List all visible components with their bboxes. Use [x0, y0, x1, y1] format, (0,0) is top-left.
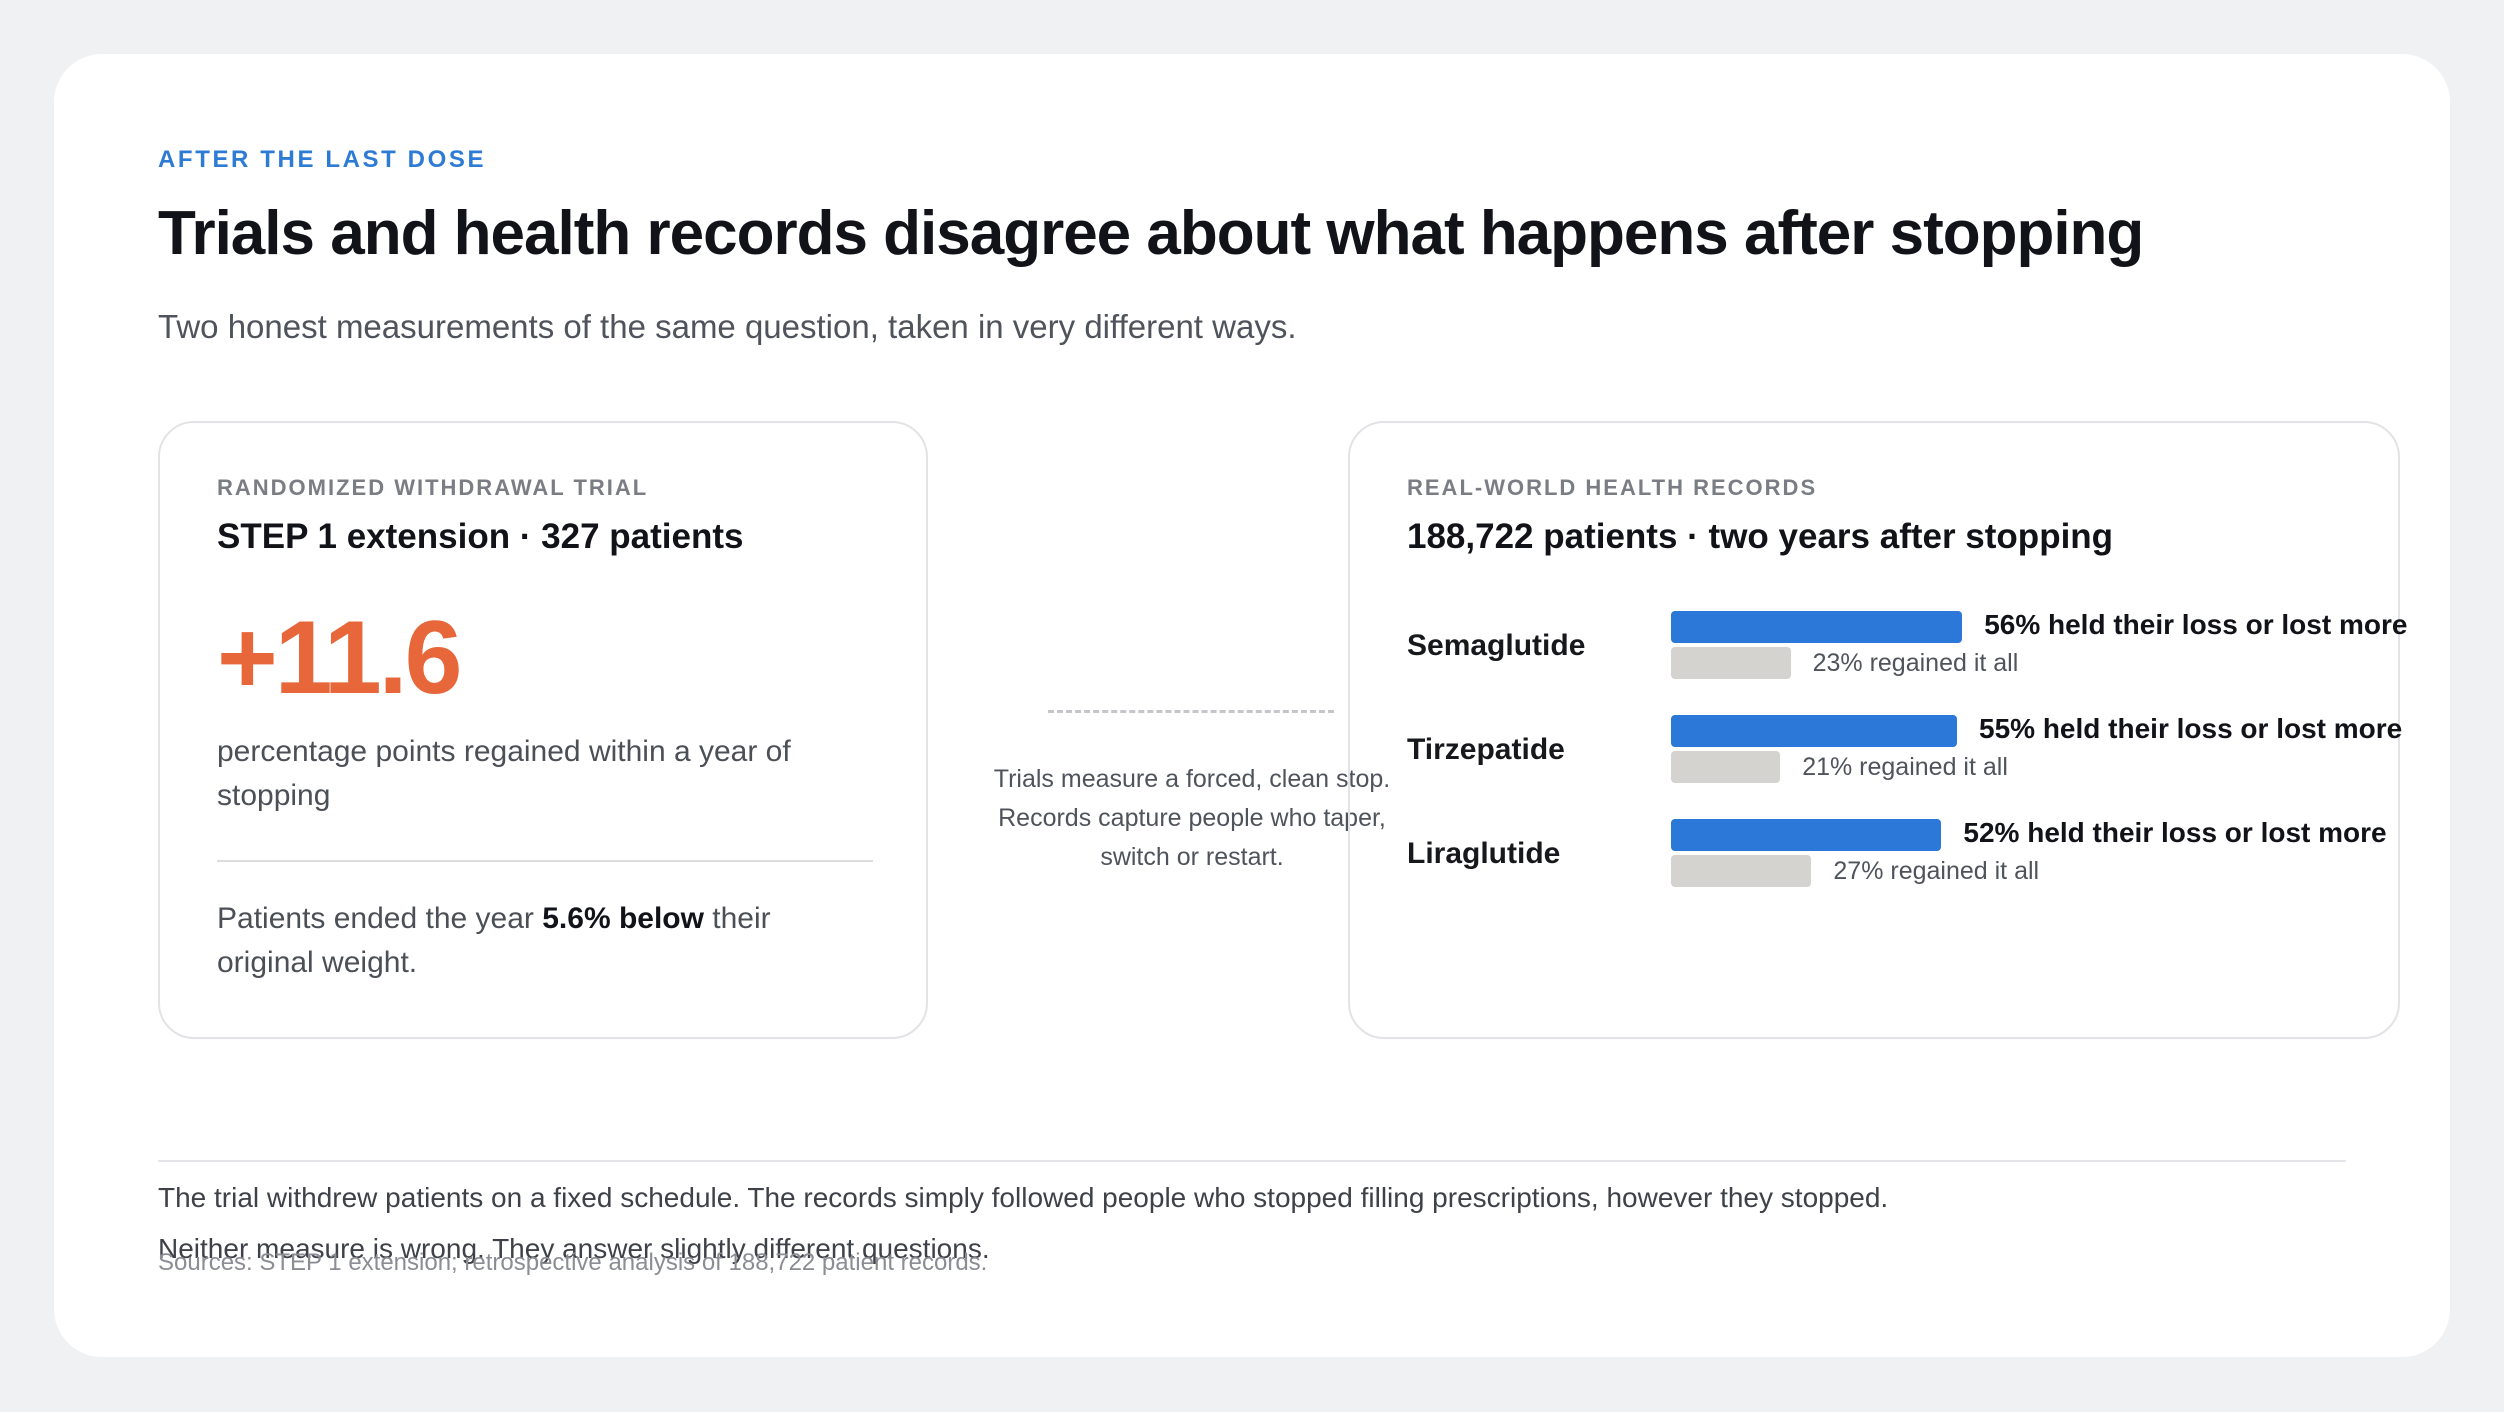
page-subtitle: Two honest measurements of the same ques… [158, 308, 1297, 345]
footer-line-2: Neither measure is wrong. They answer sl… [158, 1233, 990, 1264]
regain-bar [1671, 751, 1781, 783]
regain-label: 27% regained it all [1833, 857, 2040, 885]
held-label: 52% held their loss or lost more [1963, 817, 2387, 848]
held-bar [1671, 611, 1963, 643]
infographic-card: AFTER THE LAST DOSE Trials and health re… [54, 54, 2450, 1357]
trial-panel: RANDOMIZED WITHDRAWAL TRIAL STEP 1 exten… [158, 421, 928, 1039]
trial-note: Patients ended the year 5.6% below their… [217, 897, 857, 985]
footer-line-1: The trial withdrew patients on a fixed s… [158, 1182, 1889, 1213]
regain-stat: +11.6 [217, 600, 462, 716]
records-title: 188,722 patients · two years after stopp… [1407, 517, 2114, 556]
trial-divider [217, 860, 873, 862]
drug-row: Liraglutide 52% held their loss or lost … [1350, 817, 2504, 895]
page-title: Trials and health records disagree about… [158, 199, 2144, 268]
regain-bar [1671, 647, 1791, 679]
held-label: 55% held their loss or lost more [1979, 713, 2403, 744]
records-panel: REAL-WORLD HEALTH RECORDS 188,722 patien… [1348, 421, 2407, 1039]
section-eyebrow: AFTER THE LAST DOSE [158, 146, 487, 173]
regain-stat-caption: percentage points regained within a year… [217, 735, 791, 812]
connector-note: Trials measure a forced, clean stop. Rec… [993, 765, 1391, 871]
regain-label: 21% regained it all [1802, 753, 2008, 781]
records-eyebrow: REAL-WORLD HEALTH RECORDS [1407, 475, 1818, 500]
regain-label: 23% regained it all [1812, 649, 2019, 677]
connector-dashed-line [1048, 710, 1334, 713]
drug-row: Tirzepatide 55% held their loss or lost … [1350, 713, 2504, 791]
held-bar [1671, 715, 1957, 747]
trial-note-suffix: their original weight. [217, 902, 771, 979]
trial-eyebrow: RANDOMIZED WITHDRAWAL TRIAL [217, 475, 649, 500]
held-bar [1671, 819, 1942, 851]
footer-divider [158, 1160, 2346, 1162]
drug-name: Tirzepatide [1407, 733, 1565, 766]
trial-note-bold: 5.6% below [542, 902, 704, 935]
trial-note-prefix: Patients ended the year [217, 902, 543, 935]
trial-title: STEP 1 extension · 327 patients [217, 517, 744, 556]
footer-sources: Sources: STEP 1 extension; retrospective… [158, 1249, 988, 1276]
held-label: 56% held their loss or lost more [1984, 609, 2408, 640]
regain-bar [1671, 855, 1812, 887]
drug-name: Liraglutide [1407, 837, 1561, 870]
drug-name: Semaglutide [1407, 629, 1586, 662]
drug-row: Semaglutide 56% held their loss or lost … [1350, 609, 2504, 687]
